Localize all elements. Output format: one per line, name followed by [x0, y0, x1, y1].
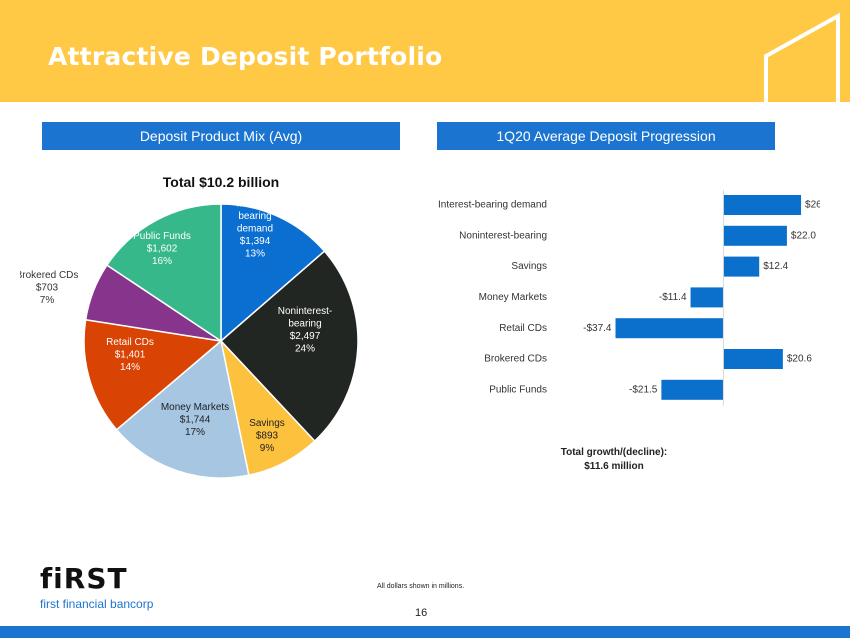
- growth-label-line2: $11.6 million: [584, 461, 643, 472]
- pie-slice-label: Brokered CDs: [20, 270, 78, 281]
- pie-slice-label: bearing: [288, 318, 321, 329]
- pie-slice-label: 24%: [295, 343, 315, 354]
- footnote: All dollars shown in millions.: [377, 583, 465, 590]
- page-title: Attractive Deposit Portfolio: [48, 42, 443, 71]
- pie-slice-label: bearing: [238, 211, 271, 222]
- bar-category-label: Noninterest-bearing: [459, 230, 547, 241]
- pie-slice: [219, 250, 359, 443]
- pie-slice: [220, 203, 326, 343]
- logo-wordmark: fiRST: [40, 562, 128, 595]
- pie-slice-label: Retail CDs: [106, 337, 154, 348]
- bar-chart: Interest-bearing demand $26.9 Noninterest-…: [438, 190, 820, 406]
- pie-slice-label: Interest-: [237, 199, 274, 210]
- bar: [723, 256, 760, 277]
- section-banner-product-mix: Deposit Product Mix (Avg): [42, 122, 400, 150]
- pie-slice: [83, 318, 223, 431]
- pie-slice-label: 13%: [245, 249, 265, 260]
- pie-slice-label: $1,401: [115, 350, 146, 361]
- bar: [723, 349, 783, 369]
- pie-slice-label: $1,602: [147, 244, 178, 255]
- header-band: Attractive Deposit Portfolio: [0, 0, 850, 102]
- bar-value-label: $22.0: [791, 230, 816, 241]
- bar-value-label: $20.6: [787, 354, 812, 365]
- bar-value-label: $26.9: [805, 200, 820, 211]
- pie-slice-label: 9%: [260, 443, 275, 454]
- logo-subtitle: first financial bancorp: [40, 597, 154, 611]
- pie-chart: Interest-bearing demand$1,394 13% Nonintere…: [20, 199, 359, 479]
- growth-summary: Total growth/(decline): $11.6 million: [561, 447, 667, 472]
- bar-category-label: Interest-bearing demand: [438, 200, 547, 211]
- bar: [723, 225, 787, 246]
- pie-title: Total $10.2 billion: [162, 174, 280, 190]
- pie-slice-label: 7%: [40, 295, 55, 306]
- bar-category-label: Brokered CDs: [484, 354, 547, 365]
- pie-slice: [115, 339, 250, 479]
- bar-category-label: Savings: [511, 261, 547, 272]
- pie-slice-label: Money Markets: [161, 402, 229, 413]
- footer-band: [0, 626, 850, 638]
- page-number: 16: [415, 607, 428, 619]
- pie-slice-label: $1,744: [180, 415, 211, 426]
- pie-slice-label: Savings: [249, 418, 285, 429]
- bar-value-label: -$21.5: [629, 384, 658, 395]
- bar: [723, 195, 802, 215]
- bar-category-label: Money Markets: [479, 292, 547, 303]
- pie-slice-label: $703: [36, 283, 59, 294]
- bar-category-label: Public Funds: [489, 384, 547, 395]
- pie-slice-label: demand: [237, 224, 273, 235]
- bar-value-label: -$37.4: [583, 323, 612, 334]
- bar-value-label: -$11.4: [659, 292, 687, 303]
- pie-slice-label: $893: [256, 431, 279, 442]
- bar-value-label: $12.4: [763, 261, 788, 272]
- pie-slice-label: 16%: [152, 256, 172, 267]
- pie-slice-label: 17%: [185, 427, 205, 438]
- bar: [690, 287, 724, 308]
- pie-slice-label: $1,394: [240, 236, 271, 247]
- growth-label-line1: Total growth/(decline):: [561, 447, 667, 458]
- section-banner-progression: 1Q20 Average Deposit Progression: [437, 122, 775, 150]
- pie-slice-label: Noninterest-: [278, 306, 332, 317]
- bar-category-label: Retail CDs: [499, 323, 547, 334]
- bar: [615, 318, 724, 339]
- bar: [661, 379, 724, 400]
- pie-slice-label: $2,497: [290, 331, 321, 342]
- pie-slice-label: 14%: [120, 362, 140, 373]
- pie-slice: [105, 203, 222, 343]
- house-outline-icon: [764, 12, 840, 102]
- pie-slice-label: Public Funds: [133, 231, 191, 242]
